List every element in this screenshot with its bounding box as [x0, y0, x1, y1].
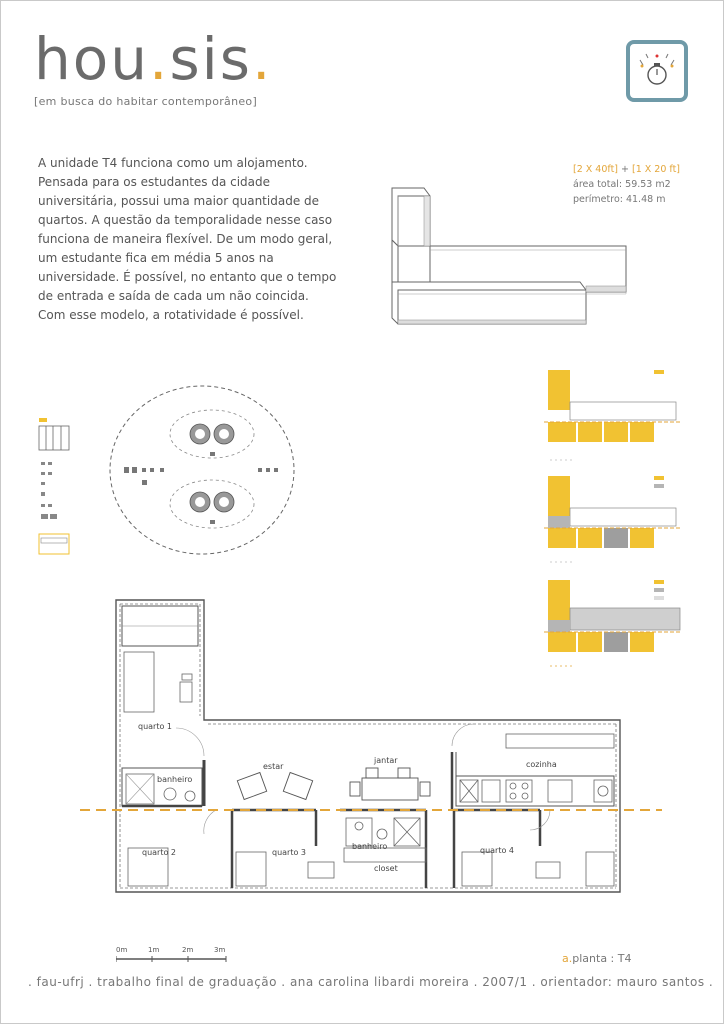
furniture-legend-icons [38, 418, 70, 555]
flow-oval-diagram [109, 385, 295, 555]
variant-1 [544, 370, 680, 461]
room-label-quarto4: quarto 4 [480, 846, 515, 855]
footer-credits: . fau-ufrj . trabalho final de graduação… [28, 975, 714, 989]
specs-block: [2 X 40ft] + [1 X 20 ft] área total: 59.… [573, 164, 681, 205]
area-total: área total: 59.53 m2 [573, 179, 671, 190]
variant-3 [544, 580, 681, 667]
config-b: [1 X 20 ft] [632, 164, 681, 175]
subtitle: [em busca do habitar contemporâneo] [34, 95, 258, 108]
plan-caption: a.planta : T4 [562, 952, 632, 965]
isometric-volume-drawing [391, 187, 627, 325]
perimeter: perímetro: 41.48 m [573, 194, 666, 205]
occupancy-variants-diagrams [544, 370, 681, 667]
room-label-quarto2: quarto 2 [142, 848, 177, 857]
logo: hou.sis. [34, 25, 273, 93]
floor-plan-drawing [80, 599, 662, 893]
room-label-jantar: jantar [374, 756, 398, 765]
stopwatch-icon [639, 53, 675, 85]
description-text: A unidade T4 funciona como um alojamento… [38, 156, 337, 322]
stopwatch-badge-icon [626, 40, 688, 102]
room-label-quarto3: quarto 3 [272, 848, 307, 857]
room-label-closet: closet [374, 864, 398, 873]
room-label-cozinha: cozinha [526, 760, 557, 769]
room-label-banheiro1: banheiro [157, 775, 193, 784]
room-label-quarto1: quarto 1 [138, 722, 173, 731]
room-label-estar: estar [263, 762, 284, 771]
config-a: [2 X 40ft] [573, 164, 618, 175]
room-label-banheiro2: banheiro [352, 842, 388, 851]
variant-2 [544, 476, 680, 563]
scale-bar-graphic [116, 956, 227, 962]
